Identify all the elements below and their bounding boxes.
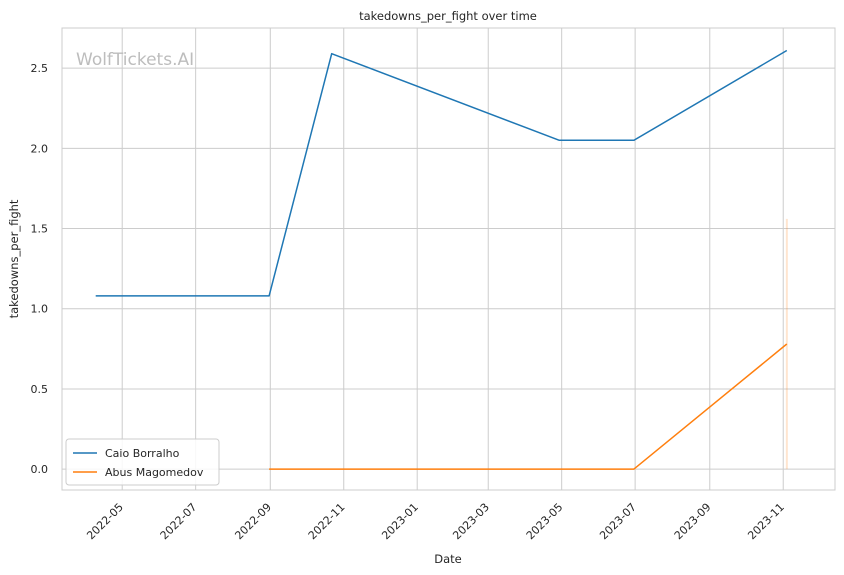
plot-frame [61,27,836,491]
y-tick-label: 0.0 [31,463,49,476]
series-line-caio-borralho [95,49,788,297]
legend: Caio Borralho Abus Magomedov [65,438,220,486]
plot-area [62,28,835,490]
confidence-band-bar [785,218,788,470]
y-tick-label: 2.0 [31,142,49,155]
legend-label-caio-borralho: Caio Borralho [105,447,180,460]
series-line-abus-magomedov [269,343,788,470]
legend-box [65,438,220,486]
y-tick-label: 1.0 [31,303,49,316]
chart-title: takedowns_per_fight over time [359,9,537,23]
legend-label-abus-magomedov: Abus Magomedov [105,466,204,479]
confidence-band [785,218,788,470]
y-tick-label: 2.5 [31,62,49,75]
watermark-text: WolfTickets.AI [76,50,194,70]
y-axis-title: takedowns_per_fight [7,199,21,318]
y-tick-label: 0.5 [31,383,49,396]
series-layer [95,49,788,470]
y-tick-label: 1.5 [31,223,49,236]
x-axis-title: Date [434,552,462,566]
y-tick-labels: 0.0 0.5 1.0 1.5 2.0 2.5 [31,62,49,476]
